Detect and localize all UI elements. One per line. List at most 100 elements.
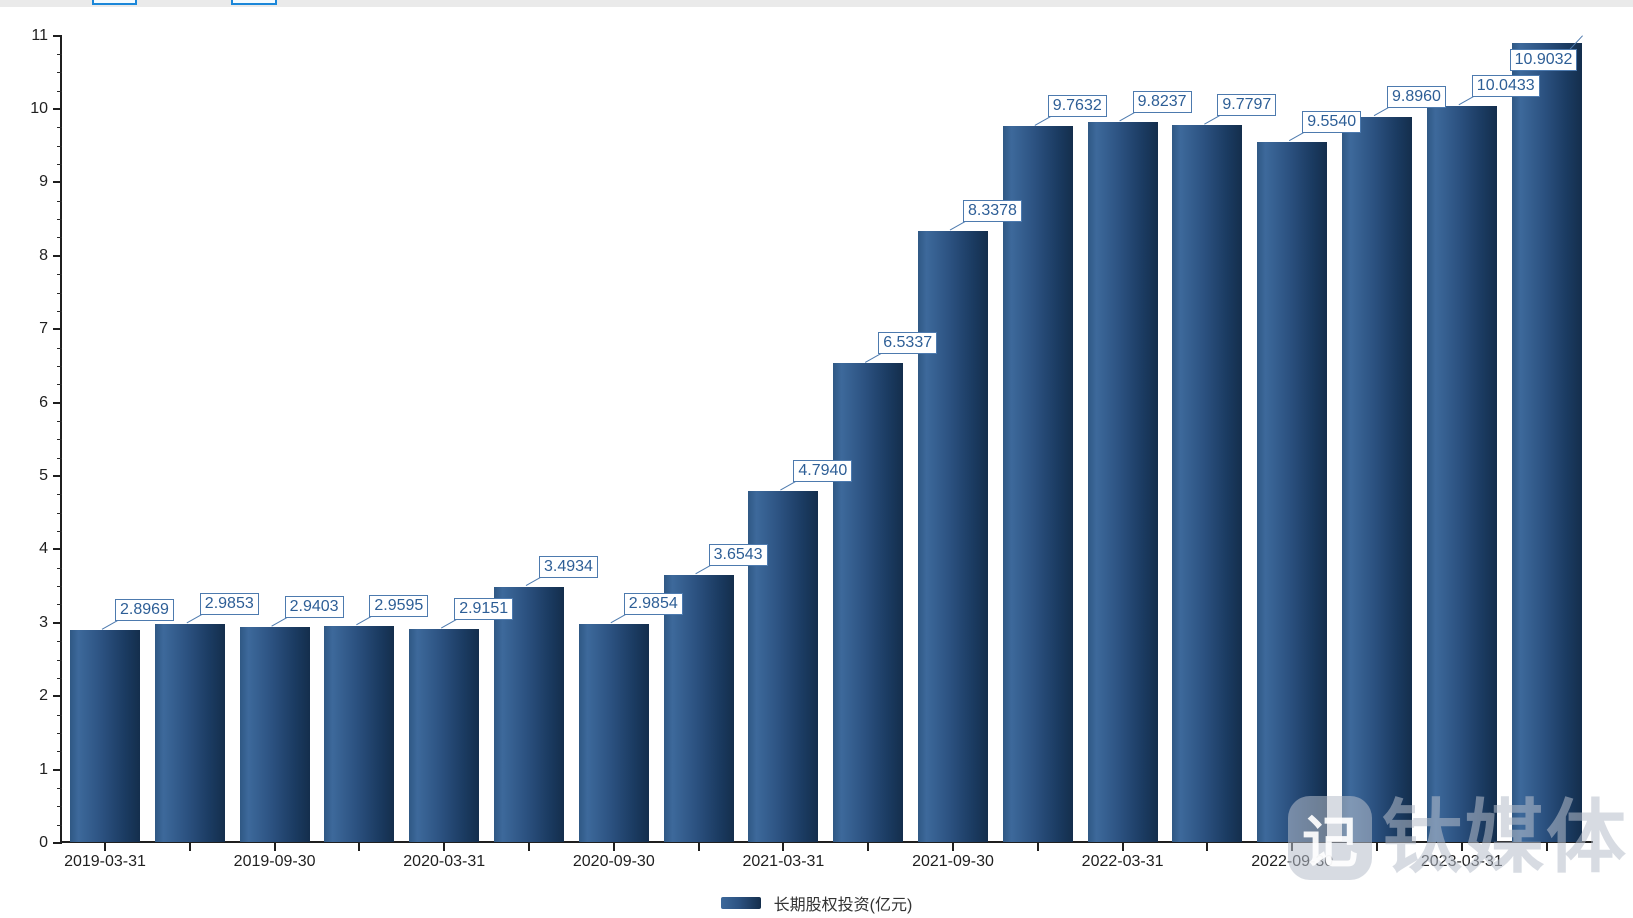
bar-8.3378[interactable]	[918, 231, 988, 842]
bar-2.9854[interactable]	[578, 623, 649, 842]
y-axis-minor-tick	[57, 72, 62, 74]
data-label: 8.3378	[963, 200, 1022, 222]
y-axis-minor-tick	[57, 806, 62, 808]
y-axis-minor-tick	[57, 310, 62, 312]
data-label: 9.8237	[1132, 90, 1192, 113]
bar-2.9853[interactable]	[154, 623, 225, 842]
y-axis-minor-tick	[57, 714, 62, 716]
y-axis-tick-label: 1	[39, 760, 48, 778]
x-axis-tick	[104, 843, 106, 851]
legend-swatch	[720, 897, 761, 909]
y-axis-major-tick	[53, 254, 62, 257]
toolbar-strip	[0, 0, 1633, 7]
data-label: 9.5540	[1302, 110, 1362, 133]
x-axis-tick	[697, 843, 700, 851]
bar-10.0433[interactable]	[1426, 105, 1497, 842]
toolbar-tab-2[interactable]	[231, 0, 277, 5]
x-axis-tick	[1291, 843, 1294, 851]
y-axis-minor-tick	[57, 604, 62, 606]
x-axis-tick-label: 2019-03-31	[64, 853, 146, 870]
data-label: 2.9853	[199, 592, 259, 615]
y-axis-minor-tick	[57, 164, 62, 166]
y-axis-tick-label: 11	[31, 26, 48, 44]
y-axis-minor-tick	[57, 531, 62, 533]
x-axis-tick	[1545, 843, 1548, 851]
bar-2.8969[interactable]	[70, 630, 140, 842]
y-axis-major-tick	[53, 181, 62, 184]
y-axis-minor-tick	[57, 420, 62, 422]
y-axis-major-tick	[53, 621, 62, 624]
y-axis-minor-tick	[57, 677, 62, 679]
y-axis-tick-label: 8	[39, 246, 48, 264]
x-axis-tick-label: 2020-03-31	[403, 853, 486, 870]
y-axis-minor-tick	[57, 586, 62, 588]
y-axis-major-tick	[53, 108, 62, 110]
y-axis-tick-label: 7	[39, 320, 48, 338]
bar-3.4934[interactable]	[494, 586, 564, 842]
x-axis-tick	[188, 843, 191, 851]
x-axis-tick-label: 2022-03-31	[1081, 853, 1164, 870]
bar-2.9595[interactable]	[324, 625, 395, 842]
y-axis-line	[60, 35, 62, 843]
y-axis-minor-tick	[57, 90, 62, 92]
legend-label: 长期股权投资(亿元)	[773, 897, 913, 914]
data-label: 2.9595	[369, 594, 429, 617]
bar-10.9032[interactable]	[1511, 42, 1582, 842]
toolbar-tab-1[interactable]	[92, 0, 137, 5]
data-label: 10.0433	[1471, 74, 1540, 97]
bar-3.6543[interactable]	[663, 574, 734, 842]
y-axis-tick-label: 2	[39, 687, 48, 705]
legend-item[interactable]: 长期股权投资(亿元)	[0, 891, 1633, 915]
y-axis-minor-tick	[57, 200, 62, 202]
x-axis-tick-label: 2019-09-30	[233, 853, 316, 870]
bar-2.9403[interactable]	[239, 627, 310, 842]
y-axis-minor-tick	[57, 145, 62, 147]
x-axis-line	[62, 841, 1593, 843]
y-axis-minor-tick	[57, 512, 62, 514]
y-axis-major-tick	[53, 548, 62, 551]
y-axis-minor-tick	[57, 751, 62, 753]
y-axis-minor-tick	[57, 732, 62, 734]
bar-9.8960[interactable]	[1342, 116, 1412, 842]
y-axis-minor-tick	[57, 127, 62, 129]
x-axis-tick	[443, 843, 446, 851]
bar-9.8237[interactable]	[1087, 121, 1158, 842]
data-label: 2.8969	[115, 599, 174, 622]
y-axis-minor-tick	[57, 494, 62, 496]
y-axis-minor-tick	[57, 457, 62, 459]
data-label: 2.9854	[623, 592, 683, 615]
bar-6.5337[interactable]	[833, 363, 904, 842]
bar-9.7797[interactable]	[1172, 125, 1243, 842]
x-axis-tick	[1121, 843, 1124, 851]
x-axis-tick	[1376, 843, 1378, 851]
y-axis-tick-label: 9	[39, 173, 48, 191]
y-axis-minor-tick	[57, 659, 62, 661]
x-axis-tick	[528, 843, 530, 851]
bar-2.9151[interactable]	[409, 629, 480, 842]
data-label: 3.4934	[539, 555, 598, 578]
x-axis-tick	[952, 843, 954, 851]
y-axis-major-tick	[53, 842, 62, 844]
y-axis-minor-tick	[57, 567, 62, 569]
y-axis-minor-tick	[57, 824, 62, 826]
x-axis-tick-label: 2021-03-31	[742, 853, 825, 870]
x-axis-tick	[358, 843, 361, 851]
data-label: 2.9151	[454, 598, 514, 621]
y-axis-tick-label: 5	[39, 467, 48, 484]
x-axis-tick-label: 2021-09-30	[912, 853, 994, 870]
bar-9.5540[interactable]	[1257, 141, 1328, 842]
data-label: 9.7797	[1217, 94, 1277, 117]
data-label: 9.8960	[1387, 85, 1446, 108]
x-axis-tick	[273, 843, 276, 851]
y-axis-minor-tick	[57, 219, 62, 221]
y-axis-major-tick	[53, 475, 62, 477]
y-axis-minor-tick	[57, 384, 62, 386]
x-axis-tick	[1036, 843, 1039, 851]
y-axis-tick-label: 3	[39, 613, 48, 631]
y-axis-major-tick	[53, 401, 62, 404]
bar-9.7632[interactable]	[1002, 126, 1073, 842]
data-label: 3.6543	[708, 543, 768, 566]
y-axis-tick-label: 10	[30, 100, 48, 117]
x-axis-tick	[867, 843, 870, 851]
